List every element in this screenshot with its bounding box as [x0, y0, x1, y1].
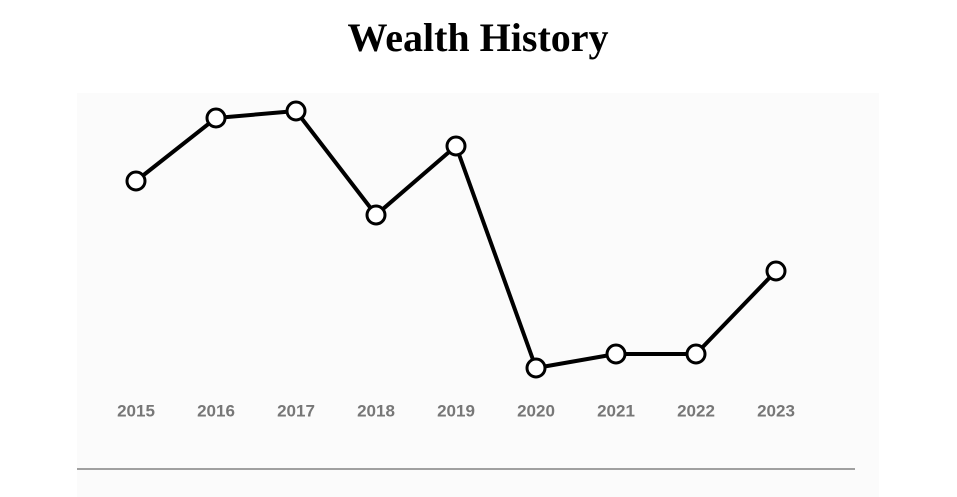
plot-background	[77, 93, 879, 497]
x-tick-label: 2020	[517, 401, 555, 420]
x-tick-label: 2018	[357, 401, 395, 420]
x-tick-label: 2015	[117, 401, 155, 420]
x-tick-label: 2017	[277, 401, 315, 420]
data-point	[685, 343, 707, 365]
x-tick-label: 2019	[437, 401, 475, 420]
x-tick-label: 2022	[677, 401, 715, 420]
x-tick-label: 2023	[757, 401, 795, 420]
data-point	[525, 357, 547, 379]
data-point	[605, 343, 627, 365]
data-point	[445, 135, 467, 157]
data-point	[205, 107, 227, 129]
x-tick-label: 2021	[597, 401, 635, 420]
data-point	[285, 100, 307, 122]
x-tick-label: 2016	[197, 401, 235, 420]
chart-title: Wealth History	[347, 15, 608, 60]
data-point	[765, 260, 787, 282]
data-point	[125, 170, 147, 192]
data-point	[365, 204, 387, 226]
